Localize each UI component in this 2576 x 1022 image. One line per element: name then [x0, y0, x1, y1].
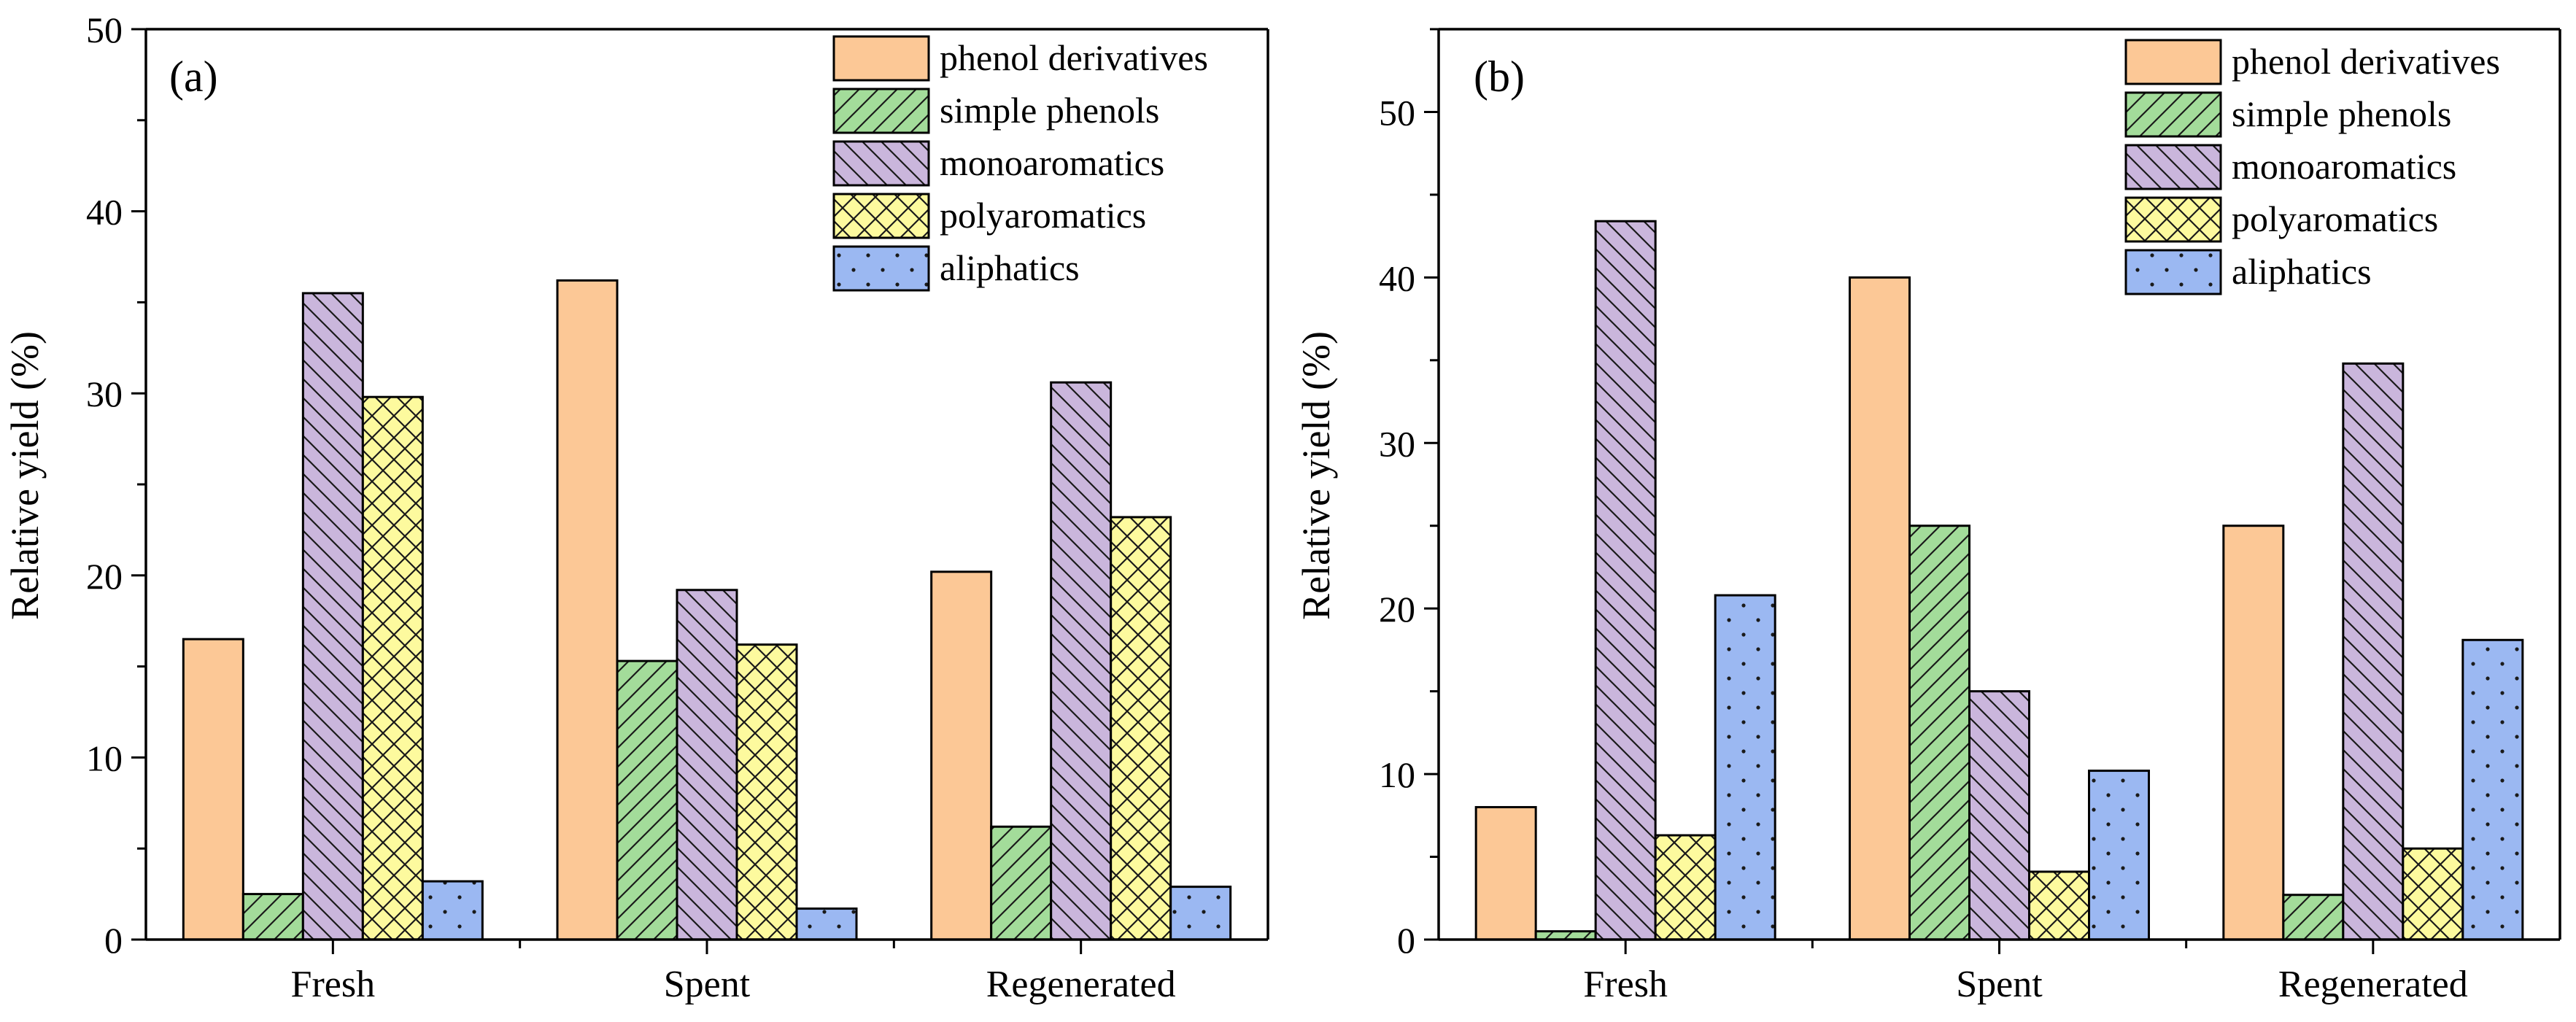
bar-aliphatics-spent-a-pattern: [797, 908, 856, 940]
panel-label-a: (a): [169, 53, 218, 101]
bar-aliphatics-regenerated-a-pattern: [1170, 886, 1231, 940]
bar-monoaromatics-regenerated-a-pattern: [1051, 382, 1111, 940]
bars-a: [182, 279, 1232, 941]
chart-panel-a: Relative yield (%) (a) 0 10 20 30 40 50 Fresh S…: [3, 9, 1269, 1005]
legend-swatch-aliphatics-b-pattern: [2126, 250, 2221, 294]
bar-polyaromatics-spent-b-pattern: [2029, 871, 2089, 940]
legend-swatch-monoaromatics-b-outline: [2124, 144, 2222, 190]
bar-phenol-derivatives-regenerated-b: [2223, 525, 2283, 940]
y-tick-label-50-b: 50: [1379, 92, 1415, 133]
legend-swatch-simple-phenols-a-pattern: [834, 89, 929, 133]
legend-swatch-monoaromatics-a-outline: [832, 140, 930, 187]
bars-b: [1474, 220, 2524, 941]
panel-label-b: (b): [1474, 53, 1525, 101]
bar-simple-phenols-spent-a-pattern: [617, 661, 677, 940]
bar-phenol-derivatives-spent-b: [1849, 277, 1910, 940]
y-tick-label-0-a: 0: [104, 920, 123, 961]
legend-label-phenol-derivatives-a: phenol derivatives: [940, 37, 1208, 78]
bar-simple-phenols-fresh-b-pattern: [1536, 931, 1596, 940]
bar-aliphatics-regenerated-b-pattern: [2462, 640, 2523, 940]
legend-swatch-monoaromatics-a-pattern: [834, 142, 929, 185]
legend-swatch-polyaromatics-a-pattern: [834, 194, 929, 238]
legend-swatch-aliphatics-a-outline: [832, 245, 930, 292]
bar-aliphatics-spent-b-pattern: [2089, 770, 2149, 940]
bar-phenol-derivatives-regenerated-a: [931, 571, 991, 940]
legend-swatch-aliphatics-b-outline: [2124, 249, 2222, 295]
legend-swatch-polyaromatics-b-outline: [2124, 196, 2222, 243]
bar-monoaromatics-fresh-b-pattern: [1596, 221, 1656, 940]
legend-label-polyaromatics-b: polyaromatics: [2232, 198, 2438, 239]
chart-panel-b: Relative yield (%) (b) 0 10 20 30 40 50 Fresh S…: [1294, 28, 2561, 1005]
x-tick-label-spent-a: Spent: [664, 964, 751, 1005]
legend-label-phenol-derivatives-b: phenol derivatives: [2232, 41, 2500, 82]
y-axis-label-a: Relative yield (%): [3, 331, 47, 620]
bar-simple-phenols-spent-b-pattern: [1909, 525, 1970, 940]
legend-swatch-polyaromatics-b-pattern: [2126, 198, 2221, 241]
y-tick-label-50-a: 50: [86, 9, 123, 50]
bar-monoaromatics-spent-b-pattern: [1969, 691, 2030, 940]
y-tick-label-40-b: 40: [1379, 258, 1415, 298]
legend-swatch-simple-phenols-b-pattern: [2126, 93, 2221, 136]
bar-polyaromatics-fresh-b-pattern: [1655, 835, 1716, 940]
bar-phenol-derivatives-fresh-a: [183, 639, 244, 940]
y-tick-label-20-b: 20: [1379, 589, 1415, 630]
legend-label-monoaromatics-a: monoaromatics: [940, 142, 1164, 183]
bar-simple-phenols-fresh-a-pattern: [243, 894, 303, 940]
legend-label-monoaromatics-b: monoaromatics: [2232, 146, 2456, 187]
legend-label-polyaromatics-a: polyaromatics: [940, 195, 1146, 236]
legend-swatch-simple-phenols-a-outline: [832, 88, 930, 134]
bar-polyaromatics-fresh-a-pattern: [363, 397, 423, 940]
bar-polyaromatics-spent-a-pattern: [737, 644, 797, 940]
bar-phenol-derivatives-spent-a: [557, 280, 617, 940]
y-tick-label-20-a: 20: [86, 556, 123, 597]
bar-monoaromatics-fresh-a-pattern: [303, 293, 363, 940]
x-tick-label-regenerated-b: Regenerated: [2278, 964, 2468, 1005]
bar-aliphatics-fresh-a-pattern: [422, 881, 483, 940]
y-tick-label-40-a: 40: [86, 192, 123, 233]
bar-monoaromatics-spent-a-pattern: [677, 589, 737, 940]
y-axis-label-b: Relative yield (%): [1294, 331, 1338, 620]
bar-phenol-derivatives-fresh-b: [1476, 807, 1536, 940]
legend-label-simple-phenols-a: simple phenols: [940, 90, 1159, 131]
legend-swatch-simple-phenols-b-outline: [2124, 91, 2222, 138]
bar-simple-phenols-regenerated-a-pattern: [991, 826, 1051, 940]
legend-label-aliphatics-a: aliphatics: [940, 247, 1080, 288]
x-tick-label-regenerated-a: Regenerated: [986, 964, 1176, 1005]
bar-simple-phenols-regenerated-b-pattern: [2283, 894, 2343, 940]
legend-label-simple-phenols-b: simple phenols: [2232, 93, 2451, 134]
x-tick-label-fresh-a: Fresh: [291, 964, 376, 1005]
legend-b: phenol derivatives simple phenols monoarom…: [2124, 39, 2500, 295]
legend-swatch-monoaromatics-b-pattern: [2126, 145, 2221, 189]
y-tick-label-30-b: 30: [1379, 423, 1415, 464]
legend-swatch-aliphatics-a-pattern: [834, 247, 929, 290]
bar-aliphatics-fresh-b-pattern: [1715, 595, 1776, 940]
bar-polyaromatics-regenerated-b-pattern: [2402, 848, 2463, 940]
bar-polyaromatics-regenerated-a-pattern: [1110, 516, 1171, 940]
legend-swatch-phenol-derivatives-a-outline: [832, 35, 930, 82]
bar-monoaromatics-regenerated-b-pattern: [2343, 363, 2403, 940]
legend-swatch-phenol-derivatives-b-outline: [2124, 39, 2222, 85]
legend-swatch-polyaromatics-a-outline: [832, 193, 930, 239]
y-tick-label-10-b: 10: [1379, 754, 1415, 795]
x-tick-label-spent-b: Spent: [1956, 964, 2043, 1005]
y-tick-label-10-a: 10: [86, 738, 123, 778]
y-tick-label-30-a: 30: [86, 373, 123, 414]
legend-swatch-phenol-derivatives-b: [2126, 40, 2221, 84]
legend-label-aliphatics-b: aliphatics: [2232, 251, 2372, 292]
y-tick-label-0-b: 0: [1397, 920, 1415, 961]
legend-swatch-phenol-derivatives-a: [834, 36, 929, 80]
x-tick-label-fresh-b: Fresh: [1583, 964, 1668, 1005]
legend-a: phenol derivatives simple phenols monoarom…: [832, 35, 1208, 292]
